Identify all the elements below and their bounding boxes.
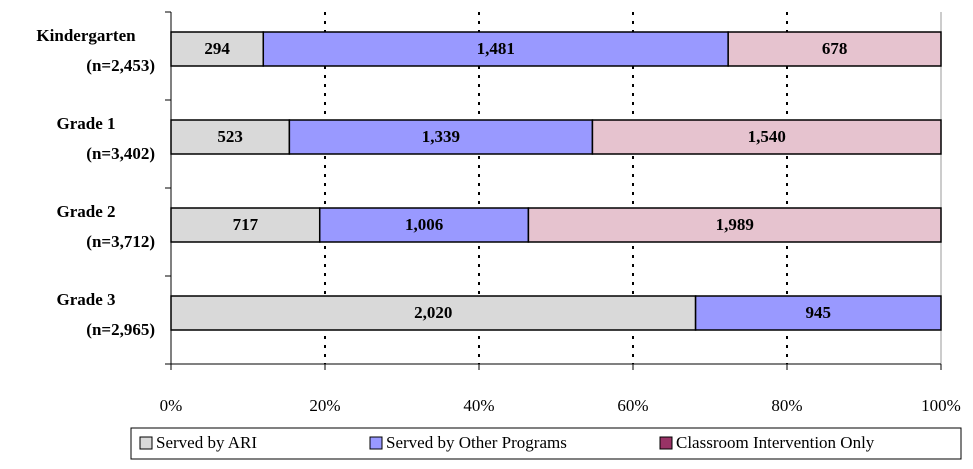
bar-segment	[170, 207, 321, 243]
legend-label: Classroom Intervention Only	[676, 433, 875, 452]
bar-segment	[527, 207, 942, 243]
data-label: 523	[217, 127, 243, 146]
x-tick-label: 40%	[463, 396, 494, 415]
legend-box	[130, 427, 962, 460]
legend-swatch	[659, 436, 673, 450]
data-label: 2,020	[414, 303, 452, 322]
data-label: 1,540	[748, 127, 786, 146]
category-label: Grade 1	[56, 114, 115, 133]
data-label: 717	[233, 215, 259, 234]
bar-segment	[694, 295, 942, 331]
data-label: 1,006	[405, 215, 443, 234]
data-label: 945	[806, 303, 832, 322]
data-label: 678	[822, 39, 848, 58]
x-tick-label: 20%	[309, 396, 340, 415]
category-label: Grade 3	[56, 290, 115, 309]
category-label: (n=3,712)	[86, 232, 155, 251]
bar-segment	[591, 119, 942, 155]
bar-segment	[727, 31, 942, 67]
legend-label: Served by Other Programs	[386, 433, 567, 452]
category-label: Grade 2	[56, 202, 115, 221]
bar-segment	[170, 295, 697, 331]
bar-segment	[262, 31, 729, 67]
data-label: 1,339	[422, 127, 460, 146]
category-label: (n=3,402)	[86, 144, 155, 163]
bar-segment	[288, 119, 594, 155]
category-label: (n=2,453)	[86, 56, 155, 75]
category-label: (n=2,965)	[86, 320, 155, 339]
x-tick-label: 100%	[921, 396, 961, 415]
legend-label: Served by ARI	[156, 433, 257, 452]
data-label: 294	[204, 39, 230, 58]
x-tick-label: 0%	[160, 396, 183, 415]
data-label: 1,481	[477, 39, 515, 58]
x-tick-label: 60%	[617, 396, 648, 415]
category-label: Kindergarten	[36, 26, 136, 45]
x-tick-label: 80%	[771, 396, 802, 415]
legend-swatch	[369, 436, 383, 450]
legend-swatch	[139, 436, 153, 450]
data-label: 1,989	[716, 215, 754, 234]
